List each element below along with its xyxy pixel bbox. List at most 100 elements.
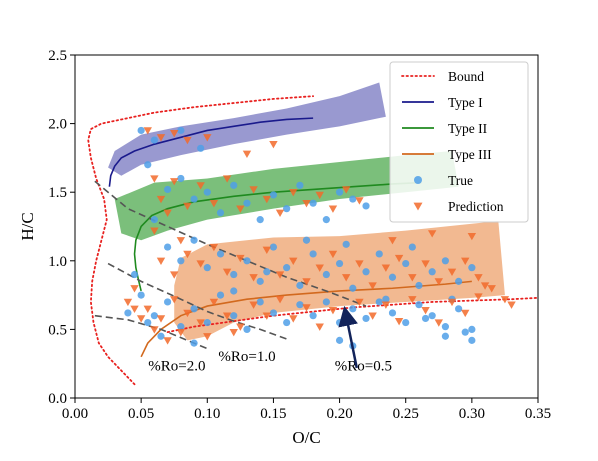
true-point-75 bbox=[137, 291, 145, 299]
prediction-point-41 bbox=[368, 282, 377, 290]
true-point-30 bbox=[269, 243, 278, 251]
prediction-point-4 bbox=[203, 134, 212, 142]
prediction-point-89 bbox=[467, 232, 477, 241]
prediction-point-70 bbox=[381, 301, 391, 309]
prediction-point-93 bbox=[269, 141, 278, 149]
true-point-29 bbox=[256, 277, 264, 285]
prediction-point-57 bbox=[209, 298, 219, 307]
prediction-point-72 bbox=[408, 296, 417, 304]
legend-swatch-4 bbox=[414, 176, 422, 184]
y-axis-label: H/C bbox=[18, 212, 37, 240]
prediction-point-28 bbox=[196, 260, 205, 268]
true-point-13 bbox=[269, 191, 278, 199]
legend-label-3: Type III bbox=[448, 147, 492, 162]
true-point-40 bbox=[402, 259, 410, 268]
prediction-point-44 bbox=[408, 274, 417, 282]
true-point-89 bbox=[461, 328, 469, 336]
true-point-59 bbox=[322, 298, 330, 306]
prediction-point-13 bbox=[249, 186, 258, 194]
prediction-point-1 bbox=[156, 134, 166, 142]
true-point-39 bbox=[388, 273, 397, 281]
true-point-33 bbox=[309, 250, 317, 258]
true-point-54 bbox=[256, 298, 264, 306]
prediction-point-52 bbox=[143, 305, 152, 314]
prediction-point-16 bbox=[289, 189, 298, 197]
prediction-point-64 bbox=[302, 304, 311, 312]
true-point-3 bbox=[197, 144, 205, 152]
prediction-point-19 bbox=[328, 205, 338, 213]
true-point-28 bbox=[243, 257, 251, 265]
prediction-point-9 bbox=[196, 182, 205, 190]
x-tick-label-3: 0.15 bbox=[260, 406, 286, 422]
true-point-17 bbox=[322, 216, 330, 224]
type-bands bbox=[108, 82, 505, 341]
true-point-78 bbox=[130, 270, 139, 279]
prediction-point-88 bbox=[427, 230, 437, 238]
true-point-6 bbox=[177, 174, 185, 183]
true-point-37 bbox=[362, 268, 370, 276]
true-point-61 bbox=[349, 305, 357, 313]
true-point-36 bbox=[349, 284, 357, 292]
y-tick-label-1: 0.5 bbox=[48, 322, 67, 338]
y-tick-label-4: 2.0 bbox=[48, 117, 67, 133]
series-line-0 bbox=[87, 95, 315, 386]
prediction-point-53 bbox=[156, 315, 166, 323]
prediction-point-80 bbox=[136, 315, 146, 323]
legend-label-4: True bbox=[448, 173, 473, 188]
plot-frame bbox=[74, 54, 539, 399]
true-point-74 bbox=[468, 336, 476, 344]
prediction-point-30 bbox=[222, 268, 232, 276]
prediction-point-25 bbox=[156, 257, 166, 265]
series-line-3 bbox=[133, 181, 422, 292]
true-point-26 bbox=[216, 250, 225, 258]
true-point-82 bbox=[263, 268, 271, 276]
prediction-point-56 bbox=[196, 319, 205, 327]
true-point-34 bbox=[322, 270, 330, 279]
true-point-77 bbox=[124, 309, 132, 317]
true-point-42 bbox=[428, 268, 436, 276]
true-point-1 bbox=[150, 136, 158, 144]
true-point-11 bbox=[243, 199, 251, 207]
prediction-point-61 bbox=[262, 312, 272, 320]
true-point-49 bbox=[190, 305, 198, 313]
true-point-62 bbox=[362, 314, 370, 323]
prediction-point-75 bbox=[447, 298, 457, 307]
true-point-71 bbox=[335, 336, 344, 344]
prediction-point-43 bbox=[394, 254, 404, 263]
series-line-4 bbox=[140, 280, 472, 358]
annotation-1: %Ro=1.0 bbox=[218, 349, 275, 365]
prediction-point-58 bbox=[222, 312, 232, 320]
prediction-point-84 bbox=[176, 328, 186, 337]
true-point-81 bbox=[230, 287, 238, 295]
true-point-70 bbox=[468, 325, 476, 333]
true-point-83 bbox=[302, 236, 311, 244]
prediction-point-2 bbox=[170, 130, 179, 138]
prediction-point-79 bbox=[130, 285, 139, 293]
annotation-0: %Ro=2.0 bbox=[148, 359, 205, 375]
prediction-point-27 bbox=[183, 250, 192, 259]
prediction-point-23 bbox=[163, 209, 172, 217]
true-point-44 bbox=[455, 277, 463, 285]
prediction-point-38 bbox=[328, 250, 338, 259]
prediction-point-62 bbox=[275, 296, 285, 304]
true-point-23 bbox=[177, 257, 185, 265]
true-point-55 bbox=[269, 309, 278, 317]
prediction-point-29 bbox=[209, 243, 219, 252]
prediction-point-92 bbox=[242, 150, 252, 158]
true-point-14 bbox=[283, 205, 291, 213]
prediction-point-78 bbox=[123, 298, 133, 307]
y-tick-label-2: 1.0 bbox=[48, 254, 67, 270]
prediction-point-24 bbox=[176, 237, 186, 245]
true-point-58 bbox=[309, 312, 317, 320]
prediction-point-7 bbox=[170, 178, 179, 186]
x-tick-label-7: 0.35 bbox=[525, 406, 551, 422]
prediction-point-51 bbox=[500, 296, 510, 304]
true-point-21 bbox=[150, 216, 158, 224]
true-point-38 bbox=[375, 250, 383, 258]
series-line-6 bbox=[107, 262, 287, 340]
annotation-arrow bbox=[338, 305, 358, 369]
true-point-80 bbox=[190, 339, 198, 347]
prediction-point-86 bbox=[229, 328, 238, 337]
series-line-1 bbox=[166, 296, 539, 334]
